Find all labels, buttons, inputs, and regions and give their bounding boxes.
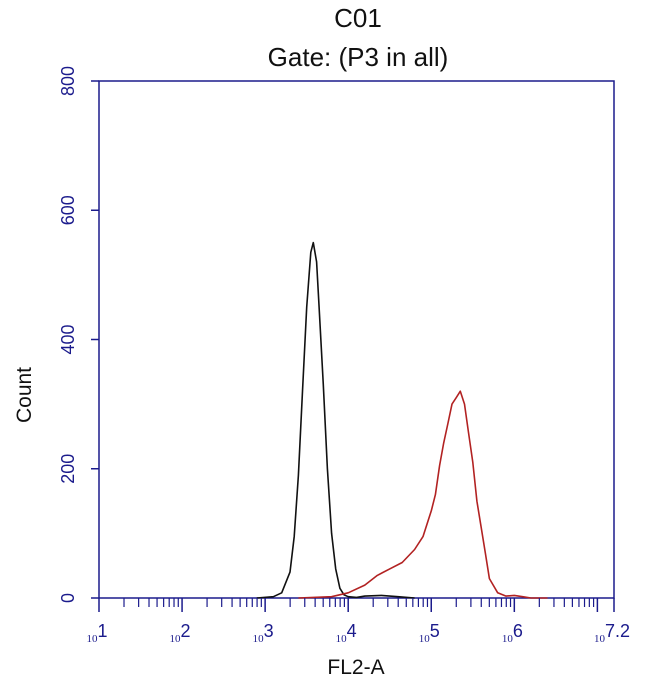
x-tick-label: 107.2 <box>594 621 630 645</box>
x-tick-label: 106 <box>502 621 523 645</box>
x-tick-label: 105 <box>419 621 440 645</box>
chart-subtitle: Gate: (P3 in all) <box>268 42 449 72</box>
y-axis: 0 200 400 600 800 <box>58 66 99 603</box>
series-layer <box>256 241 548 599</box>
y-tick-label: 800 <box>58 66 78 96</box>
chart-title: C01 <box>334 3 382 33</box>
y-tick-label: 200 <box>58 454 78 484</box>
histogram-series-1 <box>256 241 415 599</box>
x-tick-label: 101 <box>86 621 107 645</box>
y-tick-label: 400 <box>58 324 78 354</box>
x-tick-label: 102 <box>170 621 191 645</box>
histogram-series-2 <box>298 390 548 599</box>
x-tick-label: 104 <box>336 621 357 645</box>
x-axis-label: FL2-A <box>327 656 384 679</box>
x-axis: 101 102 103 104 105 106 107.2 <box>86 598 630 645</box>
x-tick-label: 103 <box>253 621 274 645</box>
plot-frame <box>98 80 615 599</box>
y-tick-label: 0 <box>58 593 78 603</box>
y-tick-label: 600 <box>58 195 78 225</box>
y-axis-label: Count <box>13 367 36 423</box>
